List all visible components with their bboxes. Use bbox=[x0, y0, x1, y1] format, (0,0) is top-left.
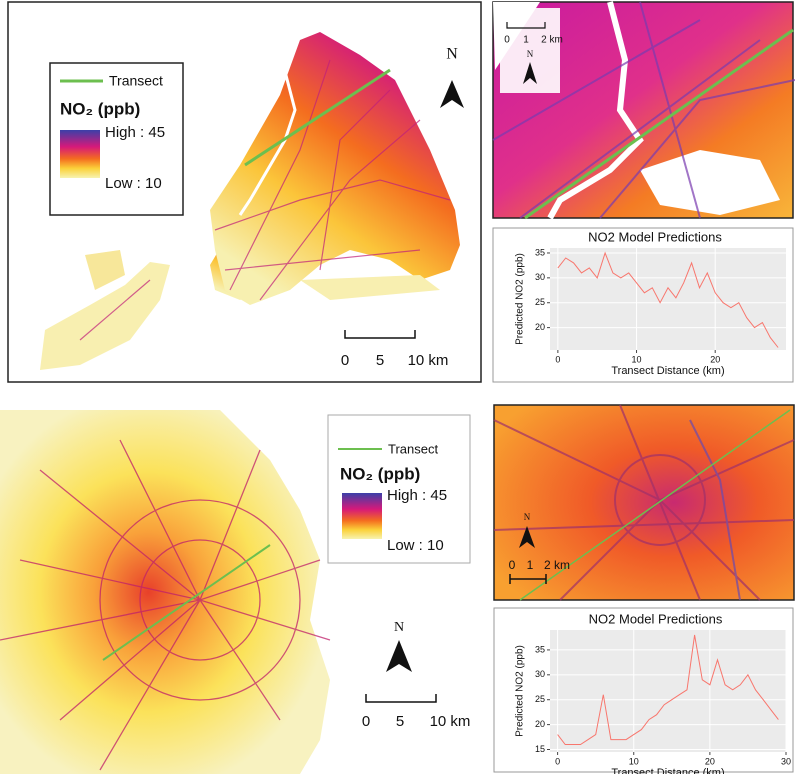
y-axis-label: Predicted NO2 (ppb) bbox=[515, 253, 526, 345]
y-tick-label: 35 bbox=[535, 247, 545, 257]
plot-area bbox=[550, 248, 786, 350]
scale-label: 0 bbox=[341, 352, 349, 369]
scale-label: 0 bbox=[362, 713, 370, 730]
legend-high: High : 45 bbox=[105, 124, 165, 141]
x-tick-label: 10 bbox=[629, 756, 639, 766]
scale-label: 0 bbox=[504, 35, 510, 46]
north-label: N bbox=[524, 512, 531, 522]
legend-swatch bbox=[60, 130, 100, 178]
scale-label: 1 bbox=[527, 558, 534, 572]
scale-label: 10 km bbox=[430, 713, 471, 730]
y-tick-label: 25 bbox=[535, 297, 545, 307]
x-axis-label: Transect Distance (km) bbox=[611, 767, 724, 774]
legend-transect: Transect bbox=[388, 441, 438, 456]
legend-transect: Transect bbox=[109, 73, 163, 89]
scale-label: 2 km bbox=[541, 35, 563, 46]
y-tick-label: 15 bbox=[535, 744, 545, 754]
north-label: N bbox=[446, 46, 458, 63]
scale-bar bbox=[366, 694, 436, 702]
y-tick-label: 20 bbox=[535, 322, 545, 332]
x-tick-label: 0 bbox=[555, 354, 560, 364]
x-axis-label: Transect Distance (km) bbox=[611, 365, 724, 377]
legend-low: Low : 10 bbox=[387, 537, 444, 554]
y-axis-label: Predicted NO2 (ppb) bbox=[515, 645, 526, 737]
north-label: N bbox=[394, 620, 404, 635]
y-tick-label: 35 bbox=[535, 644, 545, 654]
scale-label: 10 km bbox=[408, 352, 449, 369]
legend-title: NO₂ (ppb) bbox=[340, 464, 420, 483]
x-tick-label: 20 bbox=[705, 756, 715, 766]
inset-frame bbox=[494, 405, 794, 600]
map-area bbox=[0, 410, 330, 774]
legend-low: Low : 10 bbox=[105, 175, 162, 192]
chart-title: NO2 Model Predictions bbox=[588, 229, 722, 244]
y-tick-label: 20 bbox=[535, 719, 545, 729]
plot-area bbox=[550, 630, 786, 752]
north-arrow bbox=[386, 640, 412, 672]
chart-title: NO2 Model Predictions bbox=[589, 611, 723, 626]
scale-label: 0 bbox=[509, 558, 516, 572]
legend-swatch bbox=[342, 493, 382, 539]
scale-label: 1 bbox=[523, 35, 529, 46]
y-tick-label: 30 bbox=[535, 272, 545, 282]
scale-label: 5 bbox=[396, 713, 404, 730]
figure: Transect NO₂ (ppb) High : 45 Low : 10 N … bbox=[0, 0, 795, 774]
scale-label: 2 km bbox=[544, 558, 570, 572]
legend-title: NO₂ (ppb) bbox=[60, 99, 140, 118]
legend-high: High : 45 bbox=[387, 487, 447, 504]
x-tick-label: 10 bbox=[632, 354, 642, 364]
north-label: N bbox=[527, 49, 534, 59]
x-tick-label: 30 bbox=[781, 756, 791, 766]
x-tick-label: 20 bbox=[710, 354, 720, 364]
y-tick-label: 30 bbox=[535, 669, 545, 679]
scale-label: 5 bbox=[376, 352, 384, 369]
y-tick-label: 25 bbox=[535, 694, 545, 704]
x-tick-label: 0 bbox=[555, 756, 560, 766]
